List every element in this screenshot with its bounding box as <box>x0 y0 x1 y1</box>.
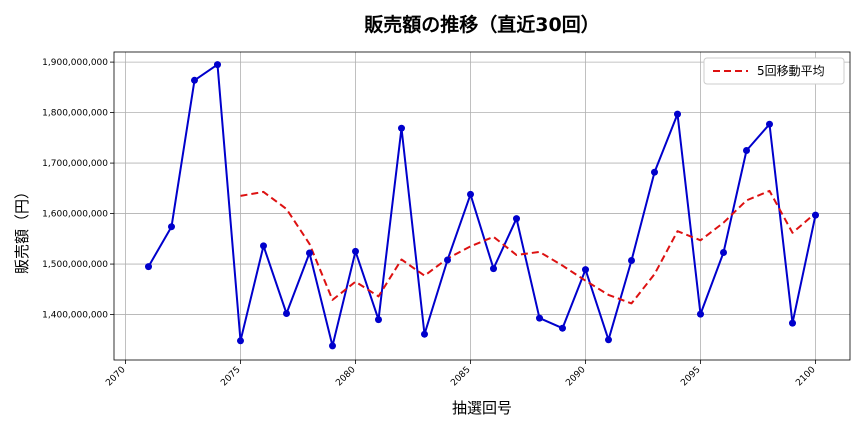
sales-data-point <box>490 265 497 273</box>
sales-data-point <box>283 310 290 317</box>
sales-data-point <box>375 316 382 324</box>
legend-frame <box>703 57 845 85</box>
y-tick-label: 1,700,000,000 <box>42 159 108 169</box>
sales-data-point <box>789 319 796 327</box>
sales-data-point <box>651 168 658 176</box>
marker-layer <box>145 61 819 350</box>
sales-data-point <box>352 247 359 255</box>
plot-frame <box>113 51 851 361</box>
sales-data-point <box>444 256 451 264</box>
x-tick-label: 2090 <box>564 365 587 388</box>
sales-data-point <box>628 257 635 264</box>
y-tick-label: 1,400,000,000 <box>42 311 108 321</box>
x-axis-label: 抽選回号 <box>452 399 512 417</box>
sales-data-point <box>329 342 336 350</box>
sales-data-point <box>421 330 428 338</box>
sales-data-point <box>467 190 474 198</box>
x-tick-label: 2070 <box>104 365 127 388</box>
sales-data-point <box>697 310 704 318</box>
sales-data-point <box>168 223 175 231</box>
sales-data-point <box>398 124 405 132</box>
moving-average-line <box>240 189 817 305</box>
sales-data-point <box>743 147 750 154</box>
legend-label-moving-average: 5回移動平均 <box>757 64 825 78</box>
sales-data-point <box>513 215 520 223</box>
axes-layer: 2070 2075 2080 2085 2090 2095 2100 1,400,000,00… <box>42 51 851 388</box>
sales-data-point <box>145 263 152 271</box>
sales-data-point <box>260 242 267 250</box>
y-tick-label: 1,800,000,000 <box>42 109 108 119</box>
sales-data-point <box>559 324 566 332</box>
sales-data-point <box>605 336 612 344</box>
sales-data-point <box>812 211 819 219</box>
x-tick-label: 2080 <box>334 365 357 388</box>
sales-series-line <box>147 63 817 347</box>
x-tick-label: 2085 <box>449 365 472 388</box>
y-tick-label: 1,600,000,000 <box>42 210 108 220</box>
sales-data-point <box>536 314 543 322</box>
x-tick-label: 2100 <box>794 365 817 388</box>
sales-data-point <box>237 337 244 345</box>
sales-data-point <box>720 249 727 256</box>
sales-data-point <box>582 266 589 274</box>
x-tick-label: 2095 <box>679 365 702 388</box>
sales-data-point <box>191 76 198 84</box>
x-tick-label: 2075 <box>219 365 242 388</box>
y-tick-label: 1,500,000,000 <box>42 260 108 270</box>
sales-data-point <box>306 249 313 257</box>
y-axis-label: 販売額（円） <box>13 184 31 274</box>
sales-data-point <box>214 61 221 69</box>
legend: 5回移動平均 <box>703 57 845 85</box>
y-tick-label: 1,900,000,000 <box>42 58 108 68</box>
chart-title: 販売額の推移（直近30回） <box>364 13 599 36</box>
sales-data-point <box>766 120 773 128</box>
sales-data-point <box>674 110 681 118</box>
series-layer <box>147 63 817 347</box>
